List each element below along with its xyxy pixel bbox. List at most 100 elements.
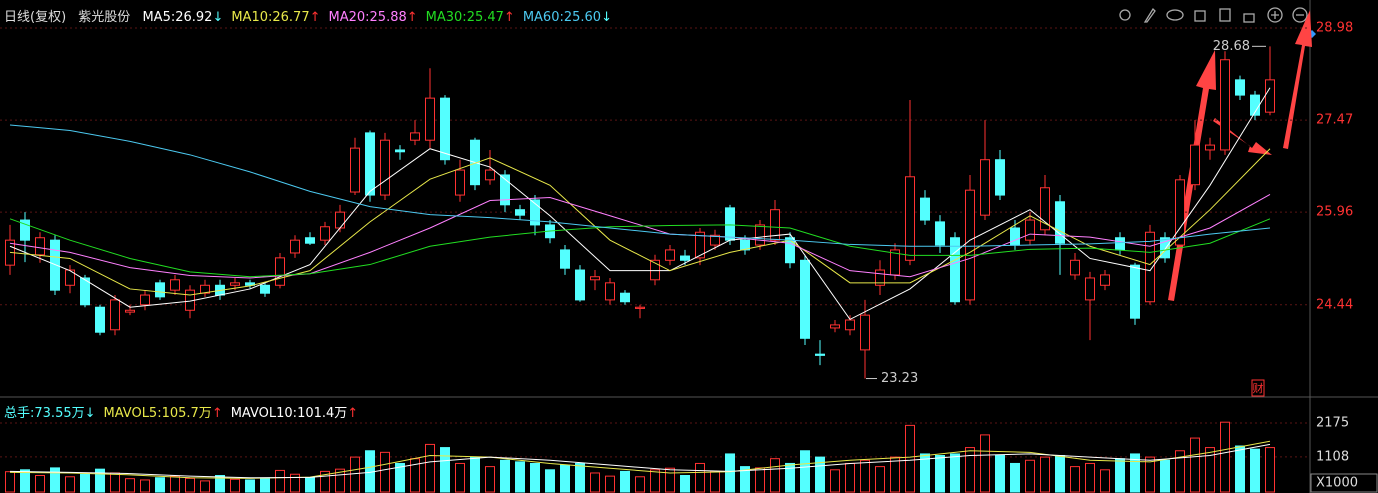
- low-label: 23.23: [881, 371, 918, 386]
- candle-body: [65, 269, 75, 286]
- volume-indicator-arrow: ↑: [211, 406, 223, 421]
- indicator-arrow: ↓: [601, 10, 612, 25]
- zoom-out-icon[interactable]: [1292, 7, 1308, 23]
- volume-bar: [230, 478, 240, 493]
- volume-bar: [140, 479, 150, 493]
- lock-icon[interactable]: [1243, 13, 1255, 23]
- candle-body: [605, 282, 615, 301]
- volume-indicator-value: 101.4万: [297, 406, 348, 421]
- volume-bar: [650, 469, 660, 493]
- candle-body: [695, 231, 705, 259]
- candle-body: [395, 149, 405, 153]
- volume-bar: [695, 462, 705, 493]
- volume-bar: [200, 480, 210, 493]
- indicator-value: 25.88: [369, 10, 407, 25]
- volume-bar: [320, 470, 330, 493]
- volume-bar: [245, 479, 255, 493]
- y-tick-label: 24.44: [1316, 297, 1353, 312]
- volume-bar: [635, 476, 645, 493]
- candle-body: [260, 284, 270, 294]
- volume-bar: [830, 469, 840, 493]
- volume-bar: [800, 450, 810, 493]
- zoom-in-icon[interactable]: [1267, 7, 1283, 23]
- ma-line: [9, 218, 1271, 278]
- candle-body: [845, 319, 855, 331]
- volume-bar: [725, 453, 735, 493]
- volume-tick-label: 1108: [1316, 449, 1349, 464]
- candle-body: [125, 309, 135, 313]
- candle-body: [440, 97, 450, 161]
- volume-bar: [575, 462, 585, 493]
- volume-bar: [1040, 456, 1050, 493]
- ma-line: [9, 124, 1271, 247]
- ma-line: [9, 440, 1271, 479]
- volume-bar: [425, 443, 435, 493]
- zoom-in-plus: [1271, 11, 1279, 19]
- settings-icon[interactable]: [1119, 9, 1131, 21]
- volume-bar: [260, 478, 270, 493]
- candle-body: [1055, 201, 1065, 244]
- ma-line: [9, 194, 1271, 279]
- candle-body: [770, 209, 780, 241]
- candle-body: [335, 211, 345, 229]
- candle-body: [1025, 219, 1035, 241]
- badge-box[interactable]: [1251, 379, 1265, 397]
- volume-bar: [215, 475, 225, 493]
- candle-body: [485, 169, 495, 181]
- candle-body: [995, 159, 1005, 196]
- ma-line: [9, 87, 1271, 321]
- volume-bar: [380, 451, 390, 493]
- volume-bar: [1160, 459, 1170, 493]
- candle-body: [620, 292, 630, 303]
- candle-body: [80, 277, 90, 306]
- candle-body: [665, 249, 675, 261]
- eye-icon[interactable]: [1166, 9, 1184, 21]
- draw-icon[interactable]: [1143, 7, 1156, 23]
- y-tick-label: 28.98: [1316, 21, 1353, 36]
- volume-bar: [1130, 453, 1140, 493]
- volume-bar: [980, 434, 990, 493]
- period[interactable]: 日线(复权): [4, 10, 67, 25]
- candle-body: [935, 221, 945, 246]
- candle-body: [245, 282, 255, 286]
- delete-icon[interactable]: [1219, 8, 1231, 22]
- candle-body: [635, 306, 645, 309]
- volume-bar: [890, 456, 900, 493]
- indicator-label: MA30:: [425, 10, 467, 25]
- candle-body: [1100, 274, 1110, 286]
- indicator-arrow: ↑: [503, 10, 515, 25]
- candle-body: [155, 282, 165, 298]
- volume-indicator-arrow: ↓: [84, 406, 96, 421]
- volume-bar: [935, 455, 945, 493]
- volume-bar: [1085, 462, 1095, 493]
- volume-bar: [950, 453, 960, 493]
- candle-body: [35, 237, 45, 256]
- volume-bar: [665, 467, 675, 493]
- candle-body: [740, 239, 750, 251]
- volume-bar: [620, 470, 630, 493]
- ma-line: [9, 443, 1271, 479]
- candle-body: [815, 353, 825, 356]
- volume-bar: [515, 461, 525, 493]
- volume-bar: [590, 472, 600, 493]
- candle-body: [170, 279, 180, 291]
- indicator-value: 26.92: [175, 10, 213, 25]
- badge[interactable]: 财: [1253, 381, 1264, 395]
- volume-bar: [710, 470, 720, 493]
- toolbar: [1119, 7, 1308, 23]
- indicator-label: MA60:: [522, 10, 564, 25]
- volume-bar: [485, 466, 495, 493]
- volume-bar: [560, 464, 570, 493]
- volume-bar: [995, 455, 1005, 493]
- store-icon[interactable]: [1194, 10, 1206, 22]
- volume-bar: [815, 456, 825, 493]
- candle-body: [1145, 231, 1155, 303]
- volume-bar: [1025, 459, 1035, 493]
- candle-body: [305, 237, 315, 244]
- candle-body: [965, 189, 975, 301]
- candle-body: [515, 209, 525, 216]
- volume-bar: [965, 447, 975, 493]
- candle-body: [1085, 277, 1095, 301]
